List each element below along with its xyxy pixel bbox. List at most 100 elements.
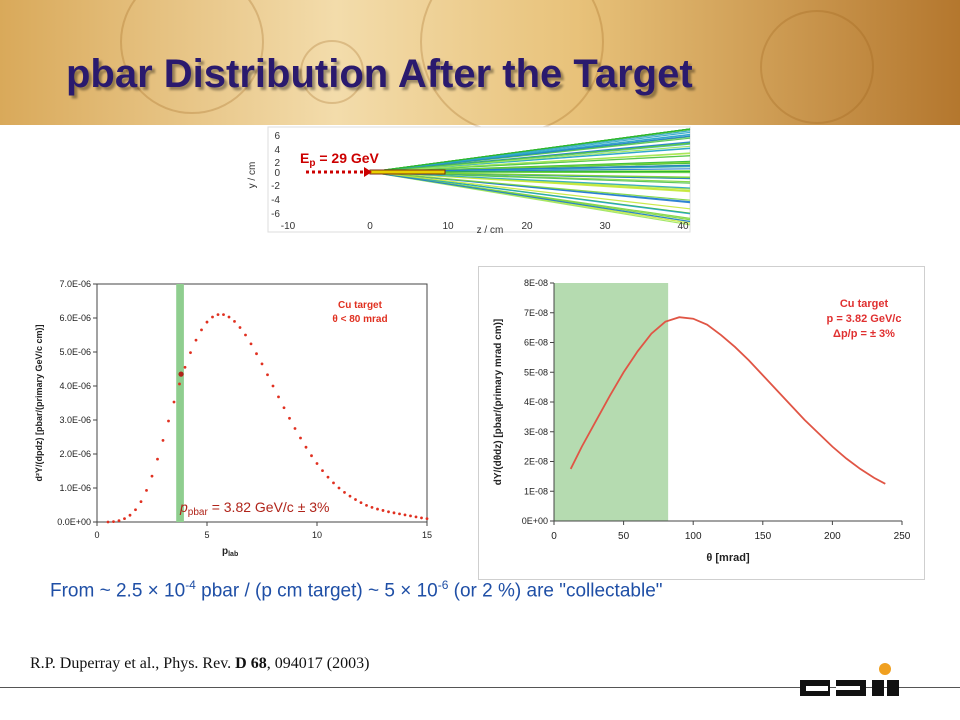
y-tick-label: 0.0E+00 [57, 517, 91, 527]
x-tick-label: 0 [551, 531, 557, 542]
x-axis-label: plab [222, 546, 238, 558]
data-point [370, 505, 374, 509]
x-tick-label: 10 [312, 530, 322, 540]
y-tick-label: 4.0E-06 [59, 381, 91, 391]
data-point [310, 454, 313, 458]
data-point [326, 475, 330, 479]
legend-entry: Cu target [338, 300, 383, 311]
data-point [282, 406, 286, 410]
legend-entry: Cu target [840, 298, 889, 310]
data-point [337, 486, 341, 490]
data-point [387, 510, 390, 514]
selected-momentum-point [178, 371, 184, 377]
data-point [409, 514, 412, 518]
data-point [150, 474, 154, 478]
data-point [315, 462, 319, 465]
data-point [189, 351, 192, 355]
data-point [354, 498, 357, 501]
data-point [244, 333, 247, 337]
statement-part: (or 2 %) are "collectable" [448, 580, 663, 602]
y-tick-label: 5E-08 [524, 367, 548, 377]
data-point [123, 517, 126, 520]
y-tick-label: 6.0E-06 [59, 313, 91, 323]
y-tick-label: 3E-08 [524, 427, 548, 437]
x-axis-label: θ [mrad] [706, 552, 750, 564]
legend-entry: Δp/p = ± 3% [833, 328, 895, 340]
angular-distribution-chart: 0E+00 1E-08 2E-08 3E-08 4E-08 5E-08 6E-08 7E-08… [478, 266, 925, 580]
data-point [348, 494, 352, 498]
data-point [249, 342, 253, 346]
y-tick: -2 [271, 181, 280, 192]
data-point [359, 501, 363, 505]
statement-part: From ~ 2.5 × 10 [50, 580, 186, 602]
x-axis-label: z / cm [477, 225, 504, 236]
y-tick-label: 3.0E-06 [59, 415, 91, 425]
x-ticks: -10 0 10 20 30 40 [281, 221, 689, 232]
data-point [178, 382, 181, 386]
data-point [145, 488, 148, 492]
x-tick: 30 [599, 221, 611, 232]
series-line [569, 316, 886, 485]
particle-track [369, 171, 691, 193]
data-point [156, 457, 159, 461]
reference-citation: R.P. Duperray et al., Phys. Rev. D 68, 0… [30, 655, 369, 673]
y-tick-label: 6E-08 [524, 338, 548, 348]
y-tick: -4 [271, 195, 280, 206]
statement-exponent: -6 [437, 578, 449, 592]
data-point [255, 352, 258, 356]
reference-text: R.P. Duperray et al., Phys. Rev. [30, 655, 236, 672]
momentum-distribution-chart: 0.0E+00 1.0E-06 2.0E-06 3.0E-06 4.0E-06 5.0E-… [34, 279, 432, 558]
data-point [321, 469, 324, 473]
x-tick: -10 [281, 221, 296, 232]
y-tick: 2 [274, 158, 280, 169]
data-point [172, 400, 176, 404]
x-tick: 40 [677, 221, 689, 232]
data-point [420, 516, 423, 520]
x-tick: 0 [367, 221, 373, 232]
data-point [167, 419, 170, 423]
y-tick-label: 2.0E-06 [59, 449, 91, 459]
acceptance-band [176, 284, 184, 522]
gsi-logo-dot [879, 663, 891, 675]
footer-divider [0, 687, 960, 688]
y-ticks: 6 4 2 0 -2 -4 -6 [271, 131, 280, 220]
data-point [227, 315, 231, 319]
data-point [365, 503, 368, 507]
acceptance-band [554, 283, 669, 521]
particle-track [369, 142, 691, 173]
momentum-annotation: ppbar = 3.82 GeV/c ± 3% [179, 499, 330, 518]
data-point [233, 320, 236, 323]
x-tick-label: 250 [894, 531, 911, 542]
data-point [392, 511, 396, 515]
reference-text: , 094017 (2003) [266, 655, 370, 672]
data-point [293, 427, 297, 430]
y-tick-label: 4E-08 [524, 397, 548, 407]
legend-entry: p = 3.82 GeV/c [827, 313, 902, 325]
particle-track [369, 128, 691, 173]
particle-track [369, 171, 691, 223]
legend-entry: θ < 80 mrad [332, 314, 387, 325]
title-banner [0, 0, 960, 134]
trajectory-plot: Ep = 29 GeV y / cm z / cm 6 4 2 0 -2 -4 … [247, 126, 691, 236]
y-tick-label: 2E-08 [524, 457, 548, 467]
data-point [260, 362, 264, 366]
data-point [222, 313, 225, 316]
beam-energy-label: Ep = 29 GeV [300, 150, 380, 169]
y-tick: 0 [274, 168, 280, 179]
data-point [161, 439, 165, 442]
statement-exponent: -4 [185, 578, 196, 592]
y-axis-label: y / cm [247, 162, 258, 189]
data-point [271, 384, 275, 388]
x-tick-label: 200 [824, 531, 841, 542]
beam-arrow-head [364, 167, 372, 177]
data-point [425, 517, 429, 520]
x-tick: 10 [442, 221, 454, 232]
data-point [238, 326, 242, 329]
data-point [343, 491, 346, 494]
data-point [304, 445, 308, 449]
data-point [106, 520, 110, 524]
slide-title: pbar Distribution After the Target [66, 52, 693, 96]
data-point [332, 481, 335, 485]
particle-track [369, 171, 691, 189]
particle-track [369, 171, 691, 201]
